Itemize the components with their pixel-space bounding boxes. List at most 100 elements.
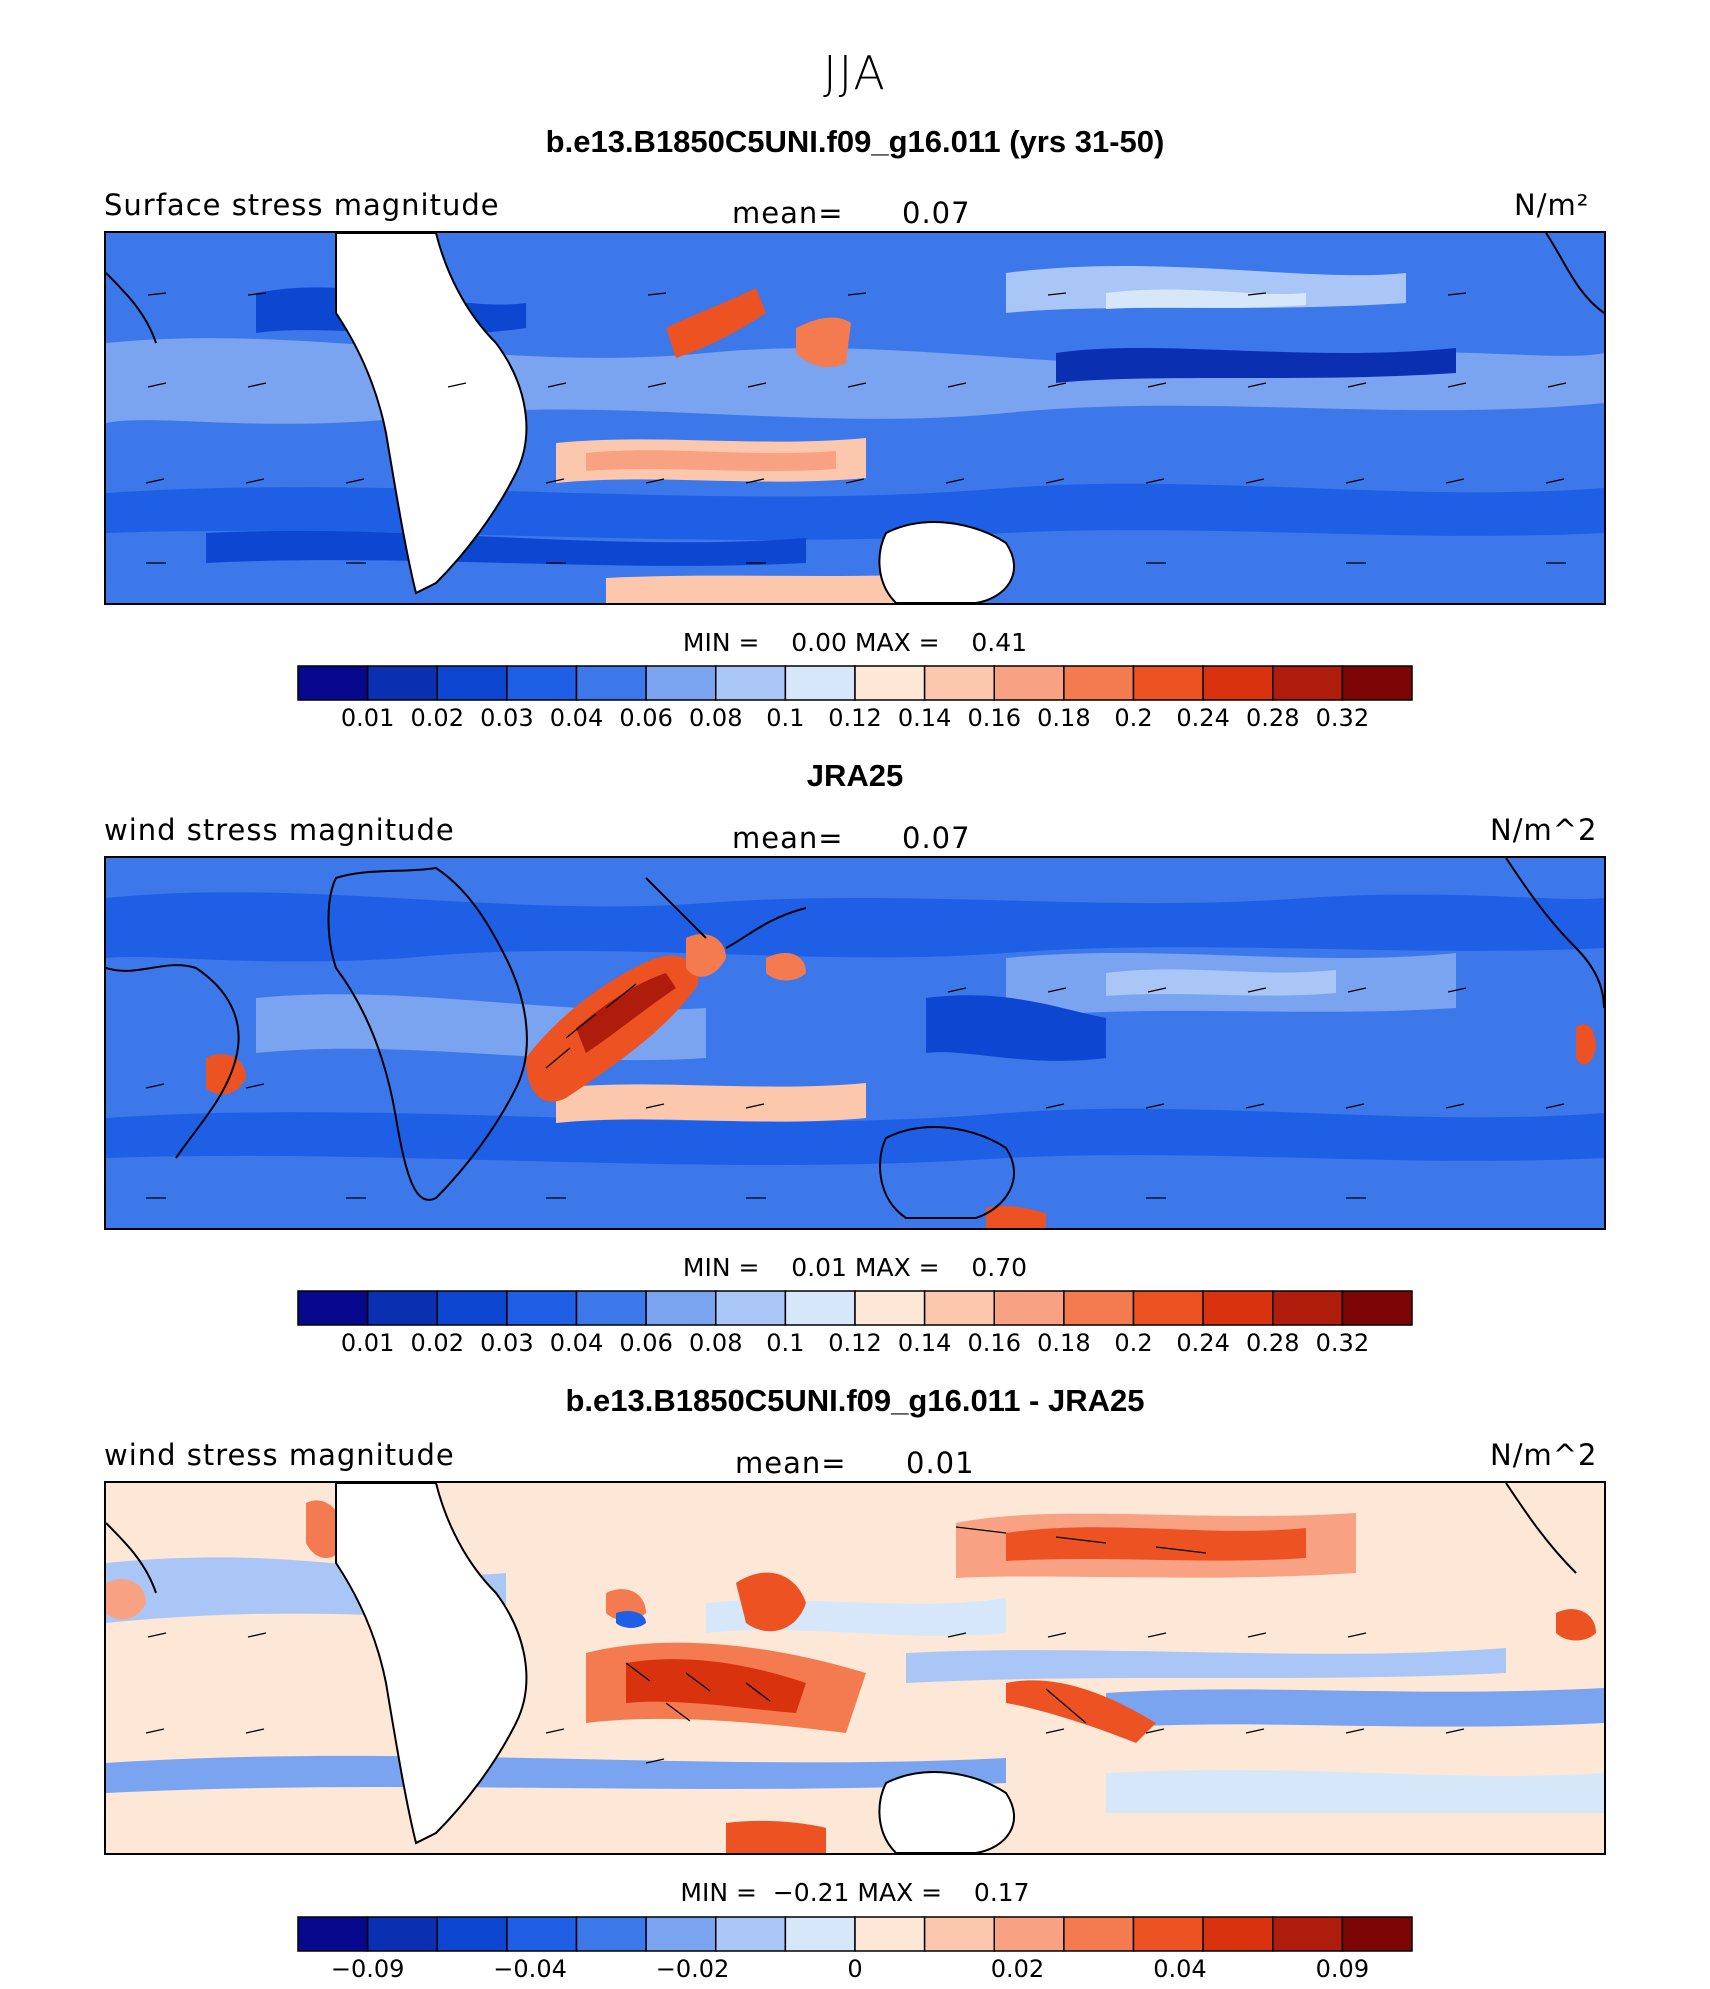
panel-3-map xyxy=(104,1481,1606,1855)
colorbar-tick-label: 0.12 xyxy=(828,704,882,732)
colorbar-swatch xyxy=(1132,1290,1204,1326)
colorbar-swatch xyxy=(854,1916,926,1952)
panel-1-min-label: MIN = xyxy=(682,628,760,657)
panel-3-max-value: 0.17 xyxy=(973,1878,1030,1907)
colorbar-swatch xyxy=(715,665,787,701)
colorbar-swatch xyxy=(1341,1290,1413,1326)
colorbar-swatch xyxy=(1272,665,1344,701)
panel-3-min-value: −0.21 xyxy=(772,1878,850,1907)
colorbar-tick-label: 0.08 xyxy=(689,704,743,732)
panel-2-variable-label: wind stress magnitude xyxy=(104,813,455,847)
panel-1-colorbar xyxy=(297,665,1413,701)
colorbar-swatch xyxy=(297,1290,369,1326)
colorbar-swatch xyxy=(1063,1290,1135,1326)
panel-1-title: b.e13.B1850C5UNI.f09_g16.011 (yrs 31-50) xyxy=(545,124,1165,159)
panel-1-mean-label: mean= xyxy=(732,196,844,230)
colorbar-swatch xyxy=(645,1916,717,1952)
colorbar-tick-label: 0.18 xyxy=(1037,704,1091,732)
colorbar-tick-label: 0.02 xyxy=(410,704,464,732)
colorbar-swatch xyxy=(575,1290,647,1326)
panel-3-mean-value: 0.01 xyxy=(906,1446,975,1480)
colorbar-swatch xyxy=(784,665,856,701)
colorbar-tick-label: 0.04 xyxy=(549,704,604,732)
panel-2-max-label: MAX = xyxy=(854,1253,940,1282)
colorbar-tick-label: 0.04 xyxy=(549,1329,604,1357)
colorbar-tick-label: −0.02 xyxy=(655,1955,730,1983)
panel-3-colorbar-ticks: −0.09 −0.04 −0.02 0 0.02 0.04 0.09 xyxy=(0,1955,1710,1989)
colorbar-svg xyxy=(297,1916,1413,1952)
colorbar-tick-label: 0.06 xyxy=(619,1329,673,1357)
colorbar-tick-label: 0.32 xyxy=(1315,704,1370,732)
colorbar-swatch xyxy=(297,665,369,701)
colorbar-swatch xyxy=(1202,1916,1274,1952)
colorbar-swatch xyxy=(784,1916,856,1952)
panel-2-min-value: 0.01 xyxy=(791,1253,847,1282)
colorbar-tick-label: 0.32 xyxy=(1315,1329,1370,1357)
colorbar-tick-label: 0.08 xyxy=(689,1329,743,1357)
colorbar-tick-label: 0.16 xyxy=(967,704,1021,732)
colorbar-tick-label: 0.03 xyxy=(480,1329,534,1357)
colorbar-svg xyxy=(297,665,1413,701)
colorbar-swatch xyxy=(436,1916,508,1952)
panel-3-mean-label: mean= xyxy=(735,1446,847,1480)
panel-2-colorbar-ticks: 0.01 0.02 0.03 0.04 0.06 0.08 0.1 0.12 0.14 0.16 0… xyxy=(0,1329,1710,1363)
colorbar-tick-label: 0.28 xyxy=(1246,704,1300,732)
colorbar-swatch xyxy=(1341,1916,1413,1952)
panel-3-min-label: MIN = xyxy=(680,1878,757,1907)
panel-1-max-label: MAX = xyxy=(854,628,940,657)
colorbar-tick-label: 0.14 xyxy=(897,704,952,732)
colorbar-swatch xyxy=(436,1290,508,1326)
colorbar-swatch xyxy=(993,665,1065,701)
colorbar-tick-label: 0.09 xyxy=(1315,1955,1370,1983)
colorbar-tick-label: 0.01 xyxy=(340,1329,395,1357)
colorbar-swatch xyxy=(993,1290,1065,1326)
panel-3-title: b.e13.B1850C5UNI.f09_g16.011 - JRA25 xyxy=(565,1383,1145,1418)
colorbar-tick-label: 0 xyxy=(847,1955,863,1983)
panel-1-mean-value: 0.07 xyxy=(902,196,971,230)
colorbar-swatch xyxy=(1132,665,1204,701)
colorbar-swatch xyxy=(1272,1290,1344,1326)
colorbar-swatch xyxy=(645,665,717,701)
panel-1-max-value: 0.41 xyxy=(971,628,1028,657)
colorbar-swatch xyxy=(1063,1916,1135,1952)
colorbar-tick-label: 0.02 xyxy=(410,1329,464,1357)
colorbar-swatch xyxy=(366,1916,438,1952)
colorbar-tick-label: 0.1 xyxy=(766,1329,805,1357)
colorbar-swatch xyxy=(854,665,926,701)
colorbar-tick-label: 0.1 xyxy=(766,704,805,732)
colorbar-swatch xyxy=(575,665,647,701)
panel-2-colorbar xyxy=(297,1290,1413,1326)
colorbar-swatch xyxy=(715,1290,787,1326)
colorbar-tick-label: 0.03 xyxy=(480,704,534,732)
colorbar-tick-label: 0.12 xyxy=(828,1329,882,1357)
colorbar-svg xyxy=(297,1290,1413,1326)
colorbar-swatch xyxy=(784,1290,856,1326)
colorbar-swatch xyxy=(645,1290,717,1326)
colorbar-tick-label: 0.2 xyxy=(1114,1329,1153,1357)
colorbar-tick-label: 0.24 xyxy=(1176,1329,1230,1357)
colorbar-swatch xyxy=(506,1290,578,1326)
panel-2-mean-value: 0.07 xyxy=(902,821,971,855)
colorbar-tick-label: 0.06 xyxy=(619,704,673,732)
colorbar-tick-label: 0.18 xyxy=(1037,1329,1091,1357)
colorbar-swatch xyxy=(506,1916,578,1952)
colorbar-swatch xyxy=(436,665,508,701)
panel-1-map xyxy=(104,231,1606,605)
colorbar-swatch xyxy=(1272,1916,1344,1952)
colorbar-swatch xyxy=(366,665,438,701)
colorbar-swatch xyxy=(923,665,995,701)
panel-1-min-value: 0.00 xyxy=(791,628,847,657)
colorbar-tick-label: 0.24 xyxy=(1176,704,1230,732)
panel-2-minmax: MIN = 0.01 MAX = 0.70 xyxy=(0,1253,1710,1282)
panel-2-min-label: MIN = xyxy=(682,1253,760,1282)
colorbar-swatch xyxy=(923,1916,995,1952)
panel-3-variable-label: wind stress magnitude xyxy=(104,1438,455,1472)
colorbar-tick-label: −0.04 xyxy=(493,1955,567,1983)
colorbar-tick-label: 0.2 xyxy=(1114,704,1153,732)
colorbar-swatch xyxy=(297,1916,369,1952)
panel-3-minmax: MIN = −0.21 MAX = 0.17 xyxy=(0,1878,1710,1907)
colorbar-swatch xyxy=(1202,1290,1274,1326)
colorbar-swatch xyxy=(715,1916,787,1952)
panel-3-colorbar xyxy=(297,1916,1413,1952)
colorbar-swatch xyxy=(993,1916,1065,1952)
